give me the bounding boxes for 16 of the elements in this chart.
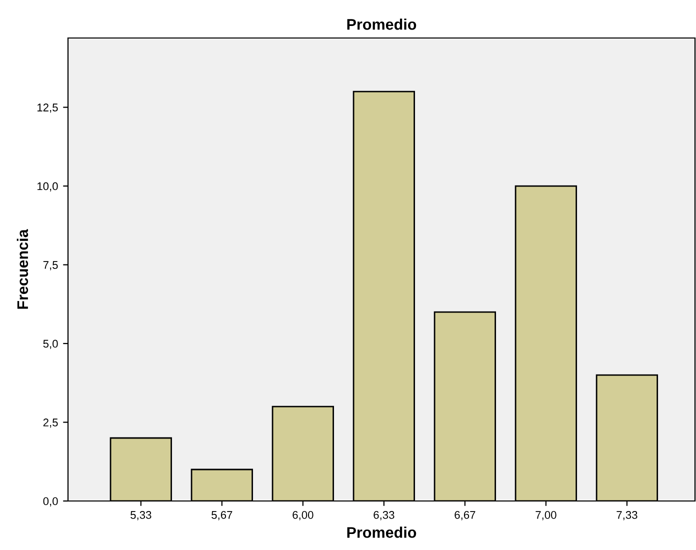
y-tick-label: 12,5 <box>38 104 58 113</box>
y-tick-label: 10,0 <box>38 182 58 192</box>
y-tick-label: 2,5 <box>43 418 58 428</box>
x-tick-label: 6,67 <box>454 511 476 520</box>
y-axis-title: Frecuencia <box>16 229 28 309</box>
x-axis-title: Promedio <box>347 526 416 538</box>
x-tick-label: 5,67 <box>212 511 232 520</box>
x-tick-label: 6,33 <box>374 511 394 520</box>
y-tick-label: 0,0 <box>43 497 58 506</box>
x-tick-label: 7,33 <box>616 511 638 520</box>
x-tick-label: 5,33 <box>130 511 152 520</box>
chart-title: Promedio <box>347 18 416 30</box>
x-tick-label: 6,00 <box>292 511 314 520</box>
x-tick-label: 7,00 <box>536 511 556 520</box>
y-tick-label: 5,0 <box>43 340 58 349</box>
y-tick-label: 7,5 <box>43 261 58 270</box>
